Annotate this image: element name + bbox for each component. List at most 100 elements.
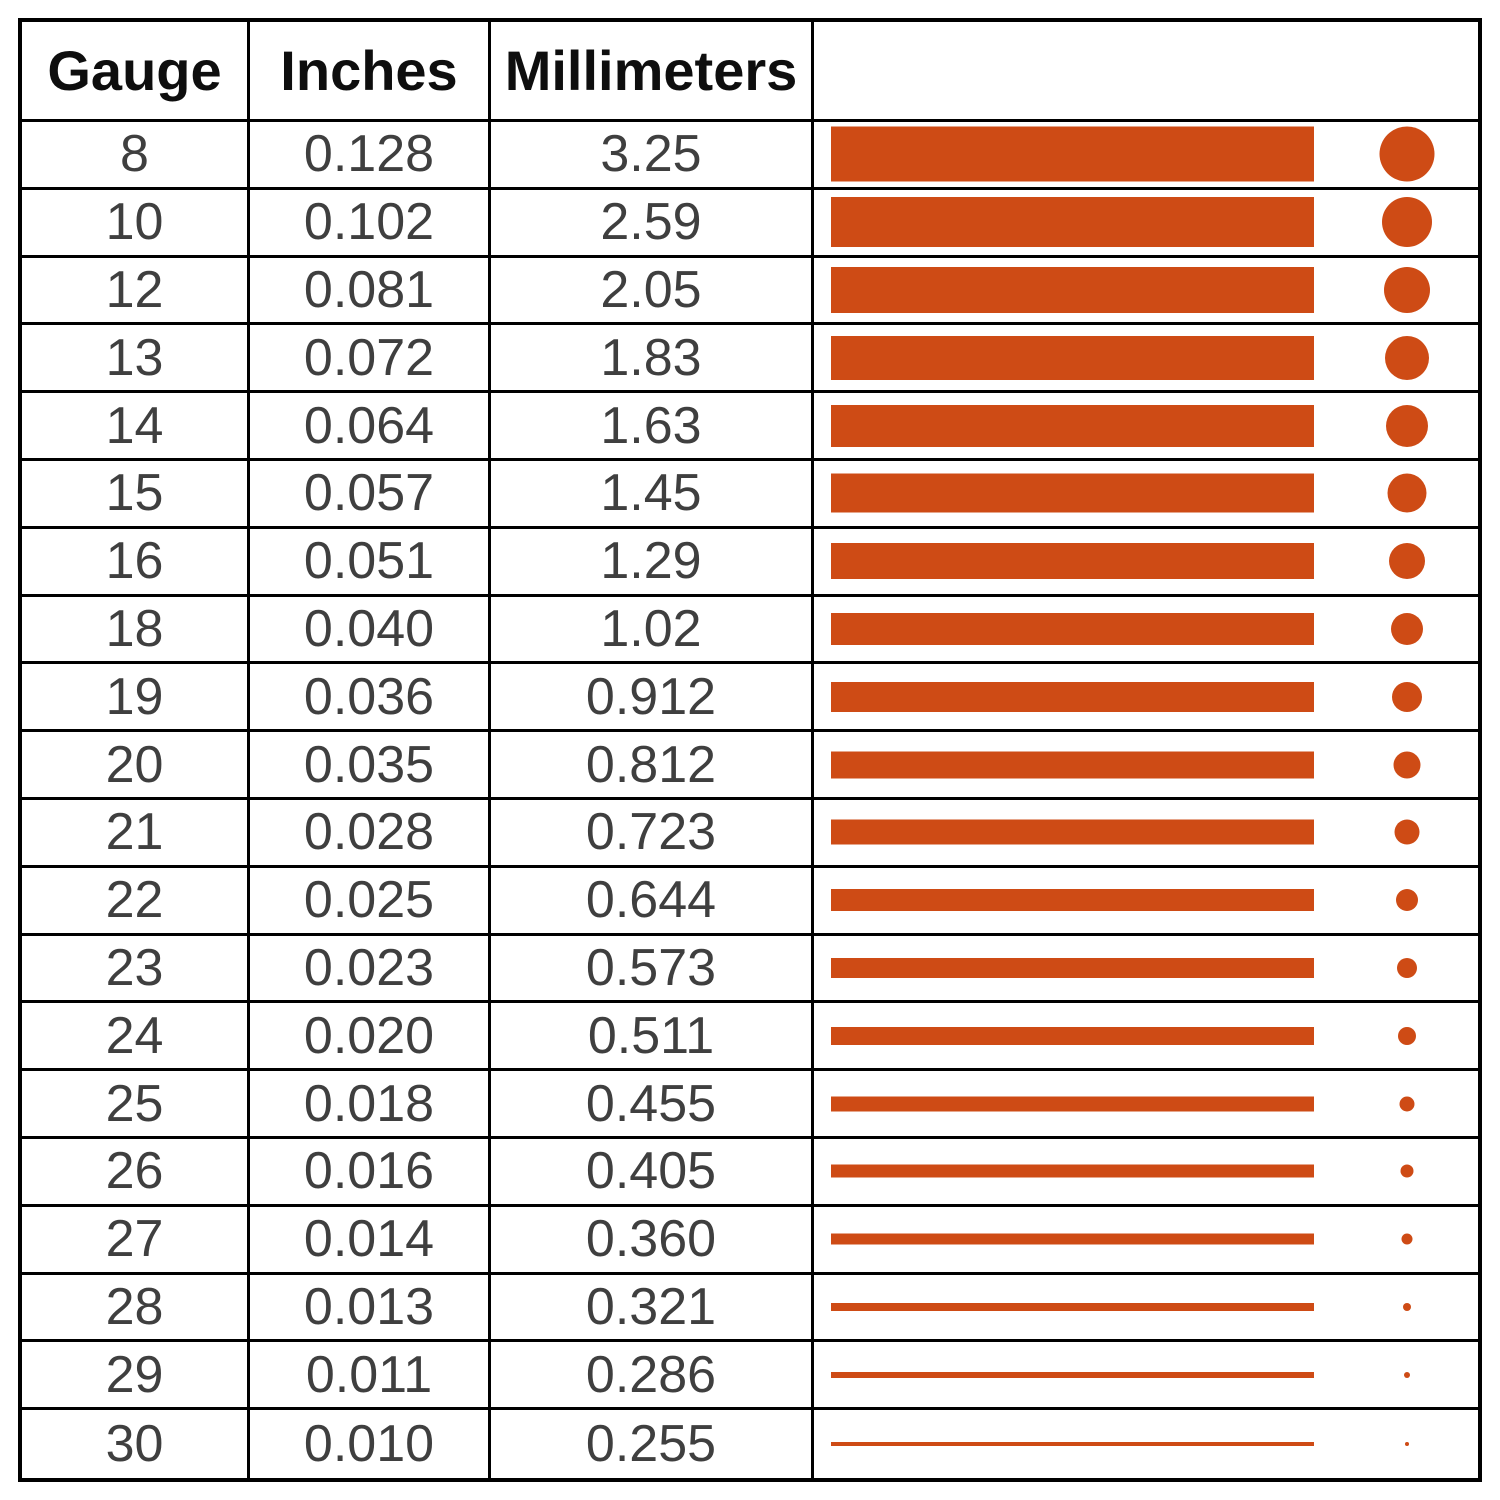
- gauge-cell: 13: [22, 325, 250, 391]
- gauge-cell: 16: [22, 528, 250, 594]
- wire-thickness-bar: [831, 126, 1314, 182]
- mm-cell: 3.25: [491, 122, 814, 187]
- gauge-cell: 15: [22, 461, 250, 526]
- wire-thickness-bar: [831, 889, 1314, 912]
- table-row: 28 0.013 0.321: [22, 1274, 1478, 1343]
- bar-cell: [814, 529, 1478, 594]
- bar-cell: [814, 1410, 1478, 1478]
- header-visual: [814, 22, 1478, 119]
- table-row: 24 0.020 0.511: [22, 1003, 1478, 1072]
- bar-cell: [814, 664, 1478, 729]
- header-inches: Inches: [250, 22, 491, 119]
- bar-cell: [814, 258, 1478, 323]
- inches-cell: 0.016: [250, 1139, 491, 1204]
- table-row: 21 0.028 0.723: [22, 800, 1478, 868]
- wire-cross-section-dot: [1379, 126, 1435, 182]
- table-row: 29 0.011 0.286: [22, 1342, 1478, 1411]
- table-row: 10 0.102 2.59: [22, 189, 1478, 258]
- wire-cross-section-dot: [1405, 1442, 1409, 1447]
- bar-cell: [814, 800, 1478, 865]
- mm-cell: 0.723: [491, 800, 814, 865]
- inches-cell: 0.018: [250, 1071, 491, 1136]
- table-row: 20 0.035 0.812: [22, 732, 1478, 800]
- mm-cell: 1.63: [491, 393, 814, 458]
- wire-cross-section-dot: [1403, 1302, 1411, 1311]
- mm-cell: 1.45: [491, 461, 814, 526]
- gauge-cell: 10: [22, 189, 250, 255]
- mm-cell: 0.573: [491, 935, 814, 1001]
- header-millimeters: Millimeters: [491, 22, 814, 119]
- gauge-cell: 25: [22, 1071, 250, 1136]
- wire-thickness-bar: [831, 543, 1314, 580]
- mm-cell: 0.255: [491, 1410, 814, 1478]
- table-row: 23 0.023 0.573: [22, 935, 1478, 1004]
- gauge-cell: 29: [22, 1342, 250, 1408]
- inches-cell: 0.028: [250, 800, 491, 865]
- bar-cell: [814, 325, 1478, 390]
- wire-thickness-bar: [831, 819, 1314, 845]
- wire-thickness-bar: [831, 404, 1314, 447]
- table-row: 8 0.128 3.25: [22, 122, 1478, 190]
- mm-cell: 0.511: [491, 1003, 814, 1069]
- wire-thickness-bar: [831, 1096, 1314, 1112]
- gauge-cell: 30: [22, 1410, 250, 1478]
- inches-cell: 0.040: [250, 596, 491, 662]
- wire-cross-section-dot: [1385, 335, 1429, 380]
- inches-cell: 0.035: [250, 732, 491, 797]
- mm-cell: 0.405: [491, 1139, 814, 1204]
- inches-cell: 0.036: [250, 664, 491, 730]
- wire-thickness-bar: [831, 335, 1314, 380]
- wire-cross-section-dot: [1394, 819, 1420, 845]
- header-gauge: Gauge: [22, 22, 250, 119]
- wire-cross-section-dot: [1387, 473, 1427, 513]
- wire-thickness-bar: [831, 751, 1314, 779]
- wire-cross-section-dot: [1401, 1233, 1413, 1245]
- mm-cell: 0.321: [491, 1274, 814, 1340]
- gauge-cell: 28: [22, 1274, 250, 1340]
- wire-thickness-bar: [831, 1233, 1314, 1245]
- inches-cell: 0.014: [250, 1206, 491, 1272]
- wire-cross-section-dot: [1392, 681, 1422, 712]
- mm-cell: 0.360: [491, 1206, 814, 1272]
- mm-cell: 0.812: [491, 732, 814, 797]
- gauge-cell: 26: [22, 1139, 250, 1204]
- wire-cross-section-dot: [1396, 889, 1418, 912]
- mm-cell: 0.455: [491, 1071, 814, 1136]
- table-row: 14 0.064 1.63: [22, 393, 1478, 461]
- table-row: 30 0.010 0.255: [22, 1410, 1478, 1478]
- bar-cell: [814, 461, 1478, 526]
- gauge-cell: 22: [22, 867, 250, 933]
- bar-cell: [814, 1071, 1478, 1136]
- table-row: 18 0.040 1.02: [22, 596, 1478, 665]
- gauge-cell: 20: [22, 732, 250, 797]
- header-row: Gauge Inches Millimeters: [22, 22, 1478, 122]
- table-row: 25 0.018 0.455: [22, 1071, 1478, 1139]
- mm-cell: 1.29: [491, 528, 814, 594]
- inches-cell: 0.072: [250, 325, 491, 391]
- inches-cell: 0.010: [250, 1410, 491, 1478]
- wire-cross-section-dot: [1391, 612, 1423, 645]
- bar-cell: [814, 936, 1478, 1001]
- mm-cell: 0.644: [491, 867, 814, 933]
- mm-cell: 1.02: [491, 596, 814, 662]
- wire-cross-section-dot: [1389, 543, 1425, 580]
- wire-cross-section-dot: [1393, 751, 1421, 779]
- wire-thickness-bar: [831, 1026, 1314, 1045]
- inches-cell: 0.102: [250, 189, 491, 255]
- gauge-cell: 24: [22, 1003, 250, 1069]
- mm-cell: 0.912: [491, 664, 814, 730]
- table-row: 19 0.036 0.912: [22, 664, 1478, 733]
- wire-cross-section-dot: [1398, 1026, 1416, 1045]
- gauge-cell: 12: [22, 257, 250, 323]
- table-row: 13 0.072 1.83: [22, 325, 1478, 394]
- mm-cell: 1.83: [491, 325, 814, 391]
- table-row: 22 0.025 0.644: [22, 867, 1478, 936]
- gauge-cell: 8: [22, 122, 250, 187]
- inches-cell: 0.013: [250, 1274, 491, 1340]
- wire-cross-section-dot: [1404, 1371, 1410, 1378]
- bar-cell: [814, 597, 1478, 662]
- wire-thickness-bar: [831, 1371, 1314, 1378]
- gauge-cell: 14: [22, 393, 250, 458]
- mm-cell: 2.59: [491, 189, 814, 255]
- inches-cell: 0.057: [250, 461, 491, 526]
